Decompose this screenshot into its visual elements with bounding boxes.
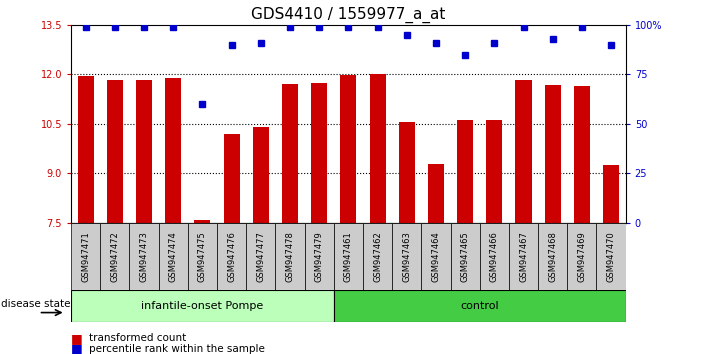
Bar <box>341 75 356 223</box>
Text: GSM947477: GSM947477 <box>257 231 265 282</box>
Text: disease state: disease state <box>1 299 71 309</box>
Text: control: control <box>461 301 499 311</box>
Bar <box>603 165 619 223</box>
Bar <box>457 120 474 223</box>
Bar <box>129 223 159 290</box>
Bar <box>223 134 240 223</box>
Bar <box>480 223 509 290</box>
Bar <box>71 223 100 290</box>
Bar <box>282 84 298 223</box>
Bar <box>136 80 152 223</box>
Bar <box>370 74 385 223</box>
Bar <box>545 85 561 223</box>
Text: infantile-onset Pompe: infantile-onset Pompe <box>141 301 264 311</box>
Text: ■: ■ <box>71 332 83 344</box>
Text: GSM947475: GSM947475 <box>198 231 207 282</box>
Text: GSM947472: GSM947472 <box>110 231 119 282</box>
Text: GSM947471: GSM947471 <box>81 231 90 282</box>
Bar <box>538 223 567 290</box>
Bar <box>165 78 181 223</box>
Text: GSM947469: GSM947469 <box>577 231 587 282</box>
Text: GSM947467: GSM947467 <box>519 231 528 282</box>
Bar <box>188 223 217 290</box>
Bar <box>363 223 392 290</box>
Bar <box>567 223 597 290</box>
Title: GDS4410 / 1559977_a_at: GDS4410 / 1559977_a_at <box>251 7 446 23</box>
Bar <box>333 290 626 322</box>
Text: GSM947462: GSM947462 <box>373 231 382 282</box>
Text: GSM947478: GSM947478 <box>286 231 294 282</box>
Bar <box>77 76 94 223</box>
Bar <box>100 223 129 290</box>
Text: GSM947470: GSM947470 <box>606 231 616 282</box>
Text: ■: ■ <box>71 342 83 354</box>
Bar <box>194 220 210 223</box>
Bar <box>597 223 626 290</box>
Text: GSM947468: GSM947468 <box>548 231 557 282</box>
Text: GSM947479: GSM947479 <box>315 231 324 282</box>
Bar <box>107 80 123 223</box>
Bar <box>159 223 188 290</box>
Text: GSM947463: GSM947463 <box>402 231 411 282</box>
Bar <box>275 223 304 290</box>
Bar <box>574 86 590 223</box>
Text: GSM947465: GSM947465 <box>461 231 470 282</box>
Bar <box>509 223 538 290</box>
Bar <box>71 290 333 322</box>
Bar <box>422 223 451 290</box>
Bar <box>333 223 363 290</box>
Text: GSM947473: GSM947473 <box>139 231 149 282</box>
Text: percentile rank within the sample: percentile rank within the sample <box>89 344 264 354</box>
Bar <box>246 223 275 290</box>
Text: GSM947474: GSM947474 <box>169 231 178 282</box>
Bar <box>515 80 532 223</box>
Text: GSM947466: GSM947466 <box>490 231 499 282</box>
Bar <box>399 122 415 223</box>
Text: GSM947476: GSM947476 <box>227 231 236 282</box>
Bar <box>392 223 422 290</box>
Bar <box>253 127 269 223</box>
Text: transformed count: transformed count <box>89 333 186 343</box>
Bar <box>304 223 333 290</box>
Bar <box>486 120 503 223</box>
Text: GSM947464: GSM947464 <box>432 231 440 282</box>
Bar <box>217 223 246 290</box>
Bar <box>311 82 327 223</box>
Text: GSM947461: GSM947461 <box>344 231 353 282</box>
Bar <box>428 164 444 223</box>
Bar <box>451 223 480 290</box>
